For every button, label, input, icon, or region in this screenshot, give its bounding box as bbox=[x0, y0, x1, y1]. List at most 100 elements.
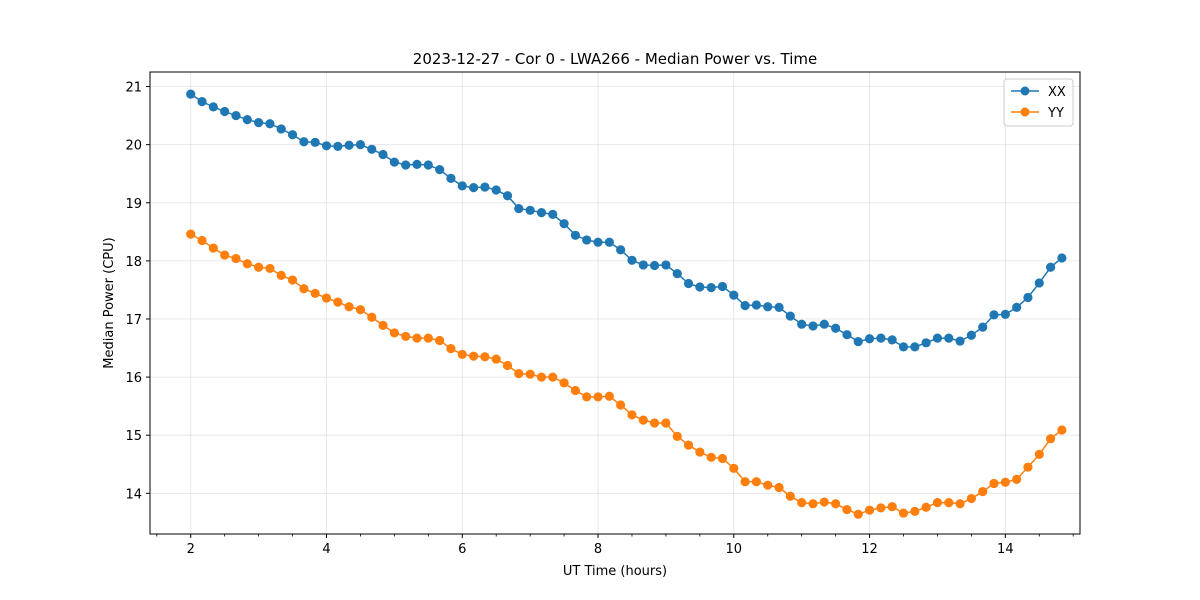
plot-frame bbox=[149, 71, 1081, 535]
series-xx-point bbox=[831, 323, 841, 333]
series-xx-point bbox=[751, 300, 762, 310]
series-xx-point bbox=[695, 282, 705, 292]
series-xx-point bbox=[819, 319, 829, 329]
series-yy-point bbox=[220, 250, 230, 260]
series-yy-point bbox=[582, 392, 592, 402]
series-xx-point bbox=[1012, 302, 1022, 312]
series-xx-point bbox=[876, 333, 886, 343]
series-xx-point bbox=[638, 260, 648, 270]
series-xx-point bbox=[649, 260, 660, 271]
series-xx-point bbox=[887, 335, 897, 345]
y-axis: 14 15 16 17 18 19 20 21 bbox=[125, 81, 150, 502]
series-xx-point bbox=[808, 321, 818, 331]
series-yy-point bbox=[989, 478, 999, 489]
x-tick-label-12: 12 bbox=[861, 542, 878, 557]
series-xx-point bbox=[898, 342, 909, 352]
series-xx-point bbox=[966, 330, 976, 340]
series-yy-point bbox=[231, 253, 241, 264]
legend-xx-label: XX bbox=[1048, 85, 1066, 100]
series-xx-point bbox=[231, 110, 241, 121]
series-xx-point bbox=[774, 302, 784, 312]
series-yy-point bbox=[344, 302, 354, 312]
series-yy-point bbox=[955, 499, 965, 509]
series-xx-point bbox=[763, 302, 773, 312]
series-xx-point bbox=[536, 208, 547, 218]
y-tick-label-16: 16 bbox=[125, 371, 142, 386]
series-yy-point bbox=[887, 502, 897, 512]
series-xx-point bbox=[469, 183, 479, 193]
series-xx-point bbox=[978, 322, 988, 332]
y-tick-label-15: 15 bbox=[125, 429, 142, 444]
series-xx-point bbox=[853, 337, 863, 347]
series-xx-point bbox=[401, 160, 411, 170]
series-yy-point bbox=[1057, 425, 1067, 435]
plot-area bbox=[150, 72, 1080, 534]
x-tick-label-6: 6 bbox=[458, 542, 466, 557]
legend: XX YY bbox=[1003, 78, 1074, 127]
series-yy-point bbox=[819, 497, 829, 507]
series-xx-point bbox=[367, 144, 377, 154]
series-xx-point bbox=[502, 191, 513, 201]
series-yy-point bbox=[1034, 449, 1044, 459]
series-yy-point bbox=[310, 288, 320, 299]
series-yy-point bbox=[208, 243, 218, 253]
series-yy-point bbox=[514, 369, 524, 379]
series-yy-point bbox=[457, 349, 467, 360]
series-xx-point bbox=[265, 119, 275, 129]
series-xx-point bbox=[254, 117, 264, 128]
series-yy-point bbox=[446, 344, 456, 354]
x-axis-label: UT Time (hours) bbox=[563, 564, 667, 579]
series-xx-point bbox=[435, 165, 445, 175]
series-xx bbox=[186, 89, 1067, 352]
series-xx-point bbox=[582, 235, 592, 245]
series-yy-point bbox=[412, 333, 422, 343]
series-yy-point bbox=[729, 463, 739, 473]
series-yy-point bbox=[321, 293, 332, 303]
series-xx-point bbox=[1057, 253, 1067, 263]
series-xx-point bbox=[1000, 309, 1010, 319]
series-xx-point bbox=[310, 137, 320, 147]
series-yy-point bbox=[797, 498, 807, 508]
series-yy-point bbox=[683, 440, 694, 450]
series-yy-point bbox=[638, 415, 648, 425]
series-xx-point bbox=[570, 230, 581, 240]
series-yy-point bbox=[695, 447, 705, 457]
series-xx-point bbox=[208, 102, 218, 112]
series-yy-point bbox=[186, 229, 196, 239]
series-xx-point bbox=[910, 342, 920, 352]
series-yy bbox=[186, 229, 1067, 519]
series-xx-point bbox=[661, 260, 671, 270]
y-tick-label-21: 21 bbox=[125, 81, 142, 96]
series-xx-point bbox=[627, 255, 637, 265]
series-yy-point bbox=[944, 498, 954, 508]
series-yy-point bbox=[254, 262, 264, 272]
series-yy-point bbox=[593, 392, 603, 402]
series-xx-point bbox=[842, 330, 852, 340]
series-yy-point bbox=[1023, 462, 1033, 472]
series-yy-point bbox=[616, 400, 626, 410]
series-yy-point bbox=[842, 504, 852, 515]
series-yy-point bbox=[763, 480, 773, 490]
series-xx-point bbox=[457, 181, 467, 191]
series-yy-point bbox=[706, 452, 716, 462]
series-yy-point bbox=[491, 354, 501, 364]
series-yy-point bbox=[548, 372, 558, 382]
series-xx-point bbox=[921, 338, 931, 348]
series-xx-point bbox=[446, 173, 456, 183]
y-tick-label-20: 20 bbox=[125, 139, 142, 154]
chart-title: 2023-12-27 - Cor 0 - LWA266 - Median Pow… bbox=[413, 50, 817, 68]
series-xx-point bbox=[785, 311, 795, 321]
series-xx-point bbox=[729, 290, 739, 300]
series-yy-point bbox=[627, 410, 637, 420]
legend-xx-marker bbox=[1020, 86, 1030, 96]
series-yy-point bbox=[774, 482, 784, 493]
series-yy-point bbox=[367, 312, 377, 322]
series-yy-point bbox=[469, 351, 479, 361]
y-axis-label: Median Power (CPU) bbox=[102, 237, 117, 368]
series-xx-point bbox=[186, 89, 196, 99]
series-xx-point bbox=[683, 278, 694, 289]
series-yy-point bbox=[570, 385, 581, 396]
series-yy-point bbox=[1000, 477, 1010, 487]
series-yy-point bbox=[536, 372, 547, 382]
